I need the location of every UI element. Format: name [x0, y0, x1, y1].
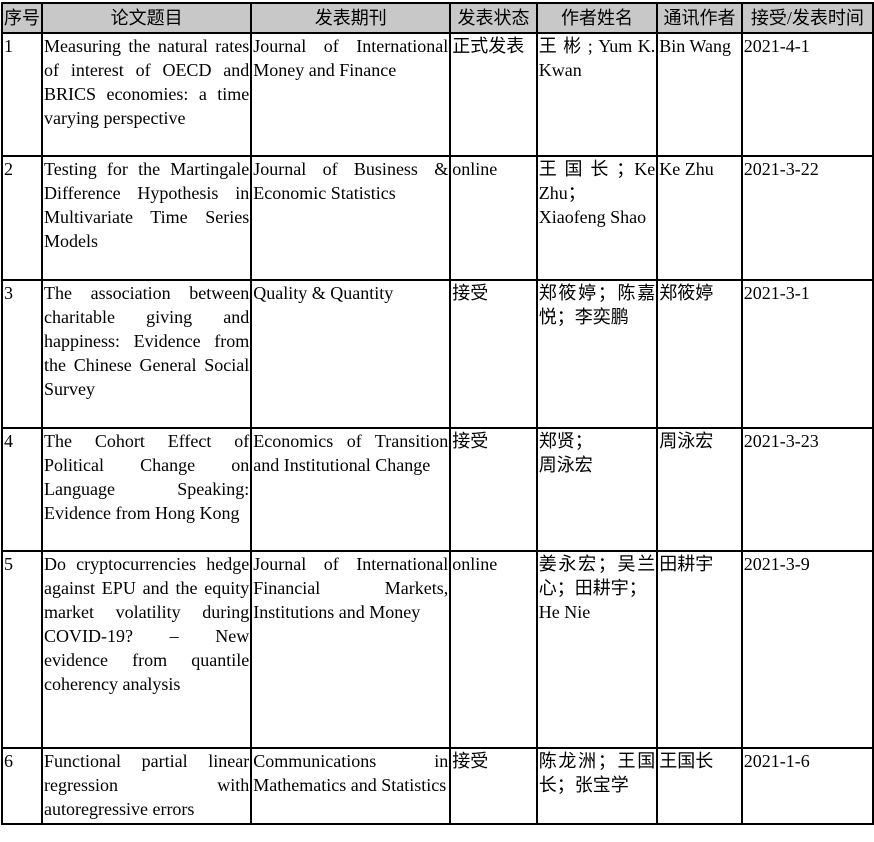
- table-row: 1 Measuring the natural rates of interest…: [1, 32, 874, 157]
- cell-date: 2021-3-1: [740, 279, 874, 429]
- cell-corresponding: Ke Zhu: [656, 155, 743, 281]
- cell-authors: 郑筱婷；陈嘉悦；李奕鹏: [535, 279, 659, 429]
- cell-title: Functional partial linear regression wit…: [40, 747, 253, 825]
- cell-corresponding: 王国长: [656, 747, 743, 825]
- cell-status: 接受: [449, 279, 538, 429]
- cell-corresponding: 周泳宏: [656, 427, 743, 552]
- cell-no: 6: [1, 747, 43, 825]
- header-row: 序号 论文题目 发表期刊 发表状态 作者姓名 通讯作者 接受/发表时间: [1, 2, 874, 34]
- cell-status: 正式发表: [449, 32, 538, 157]
- cell-journal: Quality & Quantity: [250, 279, 452, 429]
- cell-title: Do cryptocurrencies hedge against EPU an…: [40, 550, 253, 749]
- cell-date: 2021-4-1: [740, 32, 874, 157]
- cell-date: 2021-1-6: [740, 747, 874, 825]
- cell-title: The Cohort Effect of Political Change on…: [40, 427, 253, 552]
- table-row: 2 Testing for the Martingale Difference H…: [1, 155, 874, 281]
- table-row: 3 The association between charitable givi…: [1, 279, 874, 429]
- cell-journal: Economics of Transition and Institutiona…: [250, 427, 452, 552]
- cell-authors: 郑贤； 周泳宏: [535, 427, 659, 552]
- cell-title: The association between charitable givin…: [40, 279, 253, 429]
- cell-journal: Journal of Business & Economic Statistic…: [250, 155, 452, 281]
- header-title: 论文题目: [40, 2, 253, 34]
- table-row: 5 Do cryptocurrencies hedge against EPU a…: [1, 550, 874, 749]
- cell-corresponding: 郑筱婷: [656, 279, 743, 429]
- cell-authors: 陈龙洲；王国长；张宝学: [535, 747, 659, 825]
- cell-no: 3: [1, 279, 43, 429]
- header-no: 序号: [1, 2, 43, 34]
- header-authors: 作者姓名: [535, 2, 659, 34]
- cell-no: 1: [1, 32, 43, 157]
- cell-authors: 王 彬 ; Yum K. Kwan: [535, 32, 659, 157]
- header-status: 发表状态: [449, 2, 538, 34]
- cell-status: 接受: [449, 427, 538, 552]
- cell-corresponding: Bin Wang: [656, 32, 743, 157]
- cell-corresponding: 田耕宇: [656, 550, 743, 749]
- cell-journal: Journal of International Money and Finan…: [250, 32, 452, 157]
- cell-title: Measuring the natural rates of interest …: [40, 32, 253, 157]
- table-row: 4 The Cohort Effect of Political Change o…: [1, 427, 874, 552]
- cell-date: 2021-3-9: [740, 550, 874, 749]
- cell-no: 2: [1, 155, 43, 281]
- header-corresponding: 通讯作者: [656, 2, 743, 34]
- header-journal: 发表期刊: [250, 2, 452, 34]
- cell-title: Testing for the Martingale Difference Hy…: [40, 155, 253, 281]
- cell-status: 接受: [449, 747, 538, 825]
- cell-journal: Journal of International Financial Marke…: [250, 550, 452, 749]
- table-row: 6 Functional partial linear regression wi…: [1, 747, 874, 825]
- publications-table: 序号 论文题目 发表期刊 发表状态 作者姓名 通讯作者 接受/发表时间 1 Mea…: [1, 2, 874, 825]
- cell-status: online: [449, 550, 538, 749]
- cell-no: 4: [1, 427, 43, 552]
- cell-date: 2021-3-22: [740, 155, 874, 281]
- cell-date: 2021-3-23: [740, 427, 874, 552]
- cell-status: online: [449, 155, 538, 281]
- cell-journal: Communications in Mathematics and Statis…: [250, 747, 452, 825]
- cell-authors: 姜永宏；吴兰心；田耕宇； He Nie: [535, 550, 659, 749]
- cell-no: 5: [1, 550, 43, 749]
- header-date: 接受/发表时间: [740, 2, 874, 34]
- cell-authors: 王国长；Ke Zhu； Xiaofeng Shao: [535, 155, 659, 281]
